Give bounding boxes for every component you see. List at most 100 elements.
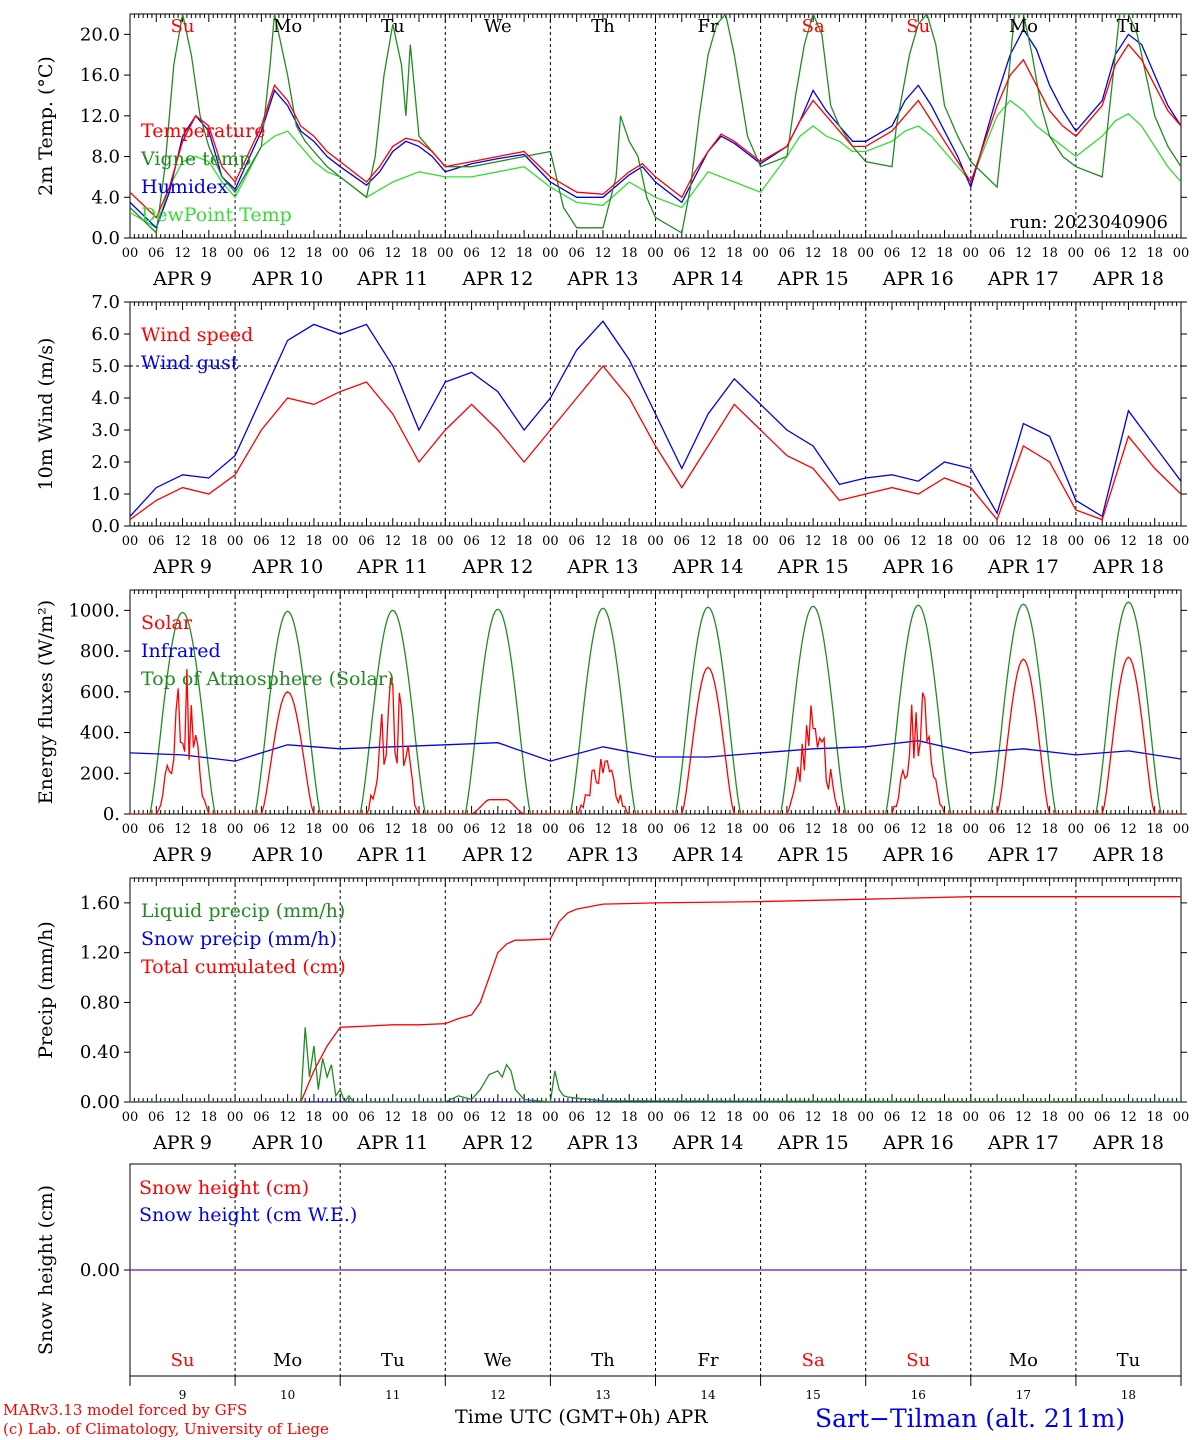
hour-tick-label: 00	[542, 1110, 559, 1125]
hour-tick-label: 00	[122, 1110, 139, 1125]
hour-tick-label: 12	[279, 822, 296, 837]
y-tick-label: 0.0	[91, 516, 120, 537]
hour-tick-label: 06	[1094, 534, 1111, 549]
hour-tick-label: 00	[857, 246, 874, 261]
date-label: APR 10	[251, 844, 323, 866]
day-abbrev: Tu	[381, 1350, 405, 1371]
hour-tick-label: 00	[647, 534, 664, 549]
hour-tick-label: 06	[884, 1110, 901, 1125]
hour-tick-label: 00	[647, 822, 664, 837]
hour-tick-label: 12	[805, 246, 822, 261]
hour-tick-label: 12	[384, 534, 401, 549]
hour-tick-label: 06	[674, 822, 691, 837]
hour-tick-label: 00	[1068, 822, 1085, 837]
hour-tick-label: 00	[437, 1110, 454, 1125]
day-abbrev: Tu	[1117, 1350, 1141, 1371]
hour-tick-label: 06	[148, 1110, 165, 1125]
date-label: APR 18	[1092, 844, 1164, 866]
legend-entry: Total cumulated (cm)	[141, 956, 346, 978]
day-abbrev: We	[484, 16, 512, 37]
date-label: APR 16	[882, 268, 954, 290]
hour-tick-label: 06	[463, 534, 480, 549]
hour-tick-label: 18	[201, 822, 218, 837]
date-label: APR 9	[152, 844, 212, 866]
hour-tick-label: 18	[621, 534, 638, 549]
hour-tick-label: 06	[568, 534, 585, 549]
date-label: APR 15	[777, 844, 849, 866]
series-total-cumulated-cm	[130, 896, 1181, 1102]
date-label: APR 18	[1092, 556, 1164, 578]
legend-entry: Snow height (cm)	[139, 1177, 309, 1199]
hour-tick-label: 12	[174, 822, 191, 837]
hour-tick-label: 18	[1146, 822, 1163, 837]
hour-tick-label: 18	[621, 246, 638, 261]
date-label: APR 15	[777, 1132, 849, 1154]
hour-tick-label: 12	[700, 534, 717, 549]
y-tick-label: 4.0	[91, 187, 120, 208]
legend-entry: Wind gust	[141, 352, 239, 374]
day-abbrev: Fr	[698, 16, 719, 37]
hour-tick-label: 06	[463, 246, 480, 261]
hour-tick-label: 00	[437, 246, 454, 261]
hour-tick-label: 00	[227, 246, 244, 261]
hour-tick-label: 12	[595, 534, 612, 549]
day-abbrev: Sa	[802, 1350, 825, 1371]
hour-tick-label: 12	[490, 246, 507, 261]
hour-tick-label: 12	[1120, 822, 1137, 837]
legend-entry: Infrared	[141, 640, 221, 662]
run-label: run: 2023040906	[1010, 212, 1168, 233]
hour-tick-label: 18	[726, 246, 743, 261]
hour-tick-label: 12	[490, 1110, 507, 1125]
date-label: APR 14	[672, 844, 744, 866]
hour-tick-label: 00	[963, 822, 980, 837]
hour-tick-label: 06	[358, 534, 375, 549]
y-tick-label: 16.0	[80, 65, 120, 86]
day-abbrev: Su	[171, 16, 195, 37]
hour-tick-label: 12	[1015, 1110, 1032, 1125]
x-axis-label: Time UTC (GMT+0h) APR	[455, 1406, 708, 1428]
hour-tick-label: 06	[358, 1110, 375, 1125]
hour-tick-label: 12	[174, 1110, 191, 1125]
hour-tick-label: 12	[595, 246, 612, 261]
hour-tick-label: 12	[1120, 246, 1137, 261]
hour-tick-label: 18	[1041, 1110, 1058, 1125]
hour-tick-label: 12	[910, 822, 927, 837]
day-number: 12	[490, 1388, 505, 1402]
hour-tick-label: 18	[411, 246, 428, 261]
date-label: APR 13	[566, 844, 638, 866]
hour-tick-label: 12	[700, 1110, 717, 1125]
series-solar	[130, 656, 1181, 814]
y-tick-label: 0.00	[80, 1092, 120, 1113]
hour-tick-label: 12	[910, 1110, 927, 1125]
hour-tick-label: 18	[1146, 1110, 1163, 1125]
date-label: APR 18	[1092, 268, 1164, 290]
hour-tick-label: 12	[805, 1110, 822, 1125]
hour-tick-label: 06	[463, 822, 480, 837]
hour-tick-label: 00	[752, 1110, 769, 1125]
hour-tick-label: 00	[857, 534, 874, 549]
hour-tick-label: 00	[332, 534, 349, 549]
hour-tick-label: 12	[279, 534, 296, 549]
y-tick-label: 8.0	[91, 147, 120, 168]
y-tick-label: 6.0	[91, 324, 120, 345]
y-tick-label: 1.60	[80, 893, 120, 914]
hour-tick-label: 12	[805, 534, 822, 549]
date-label: APR 15	[777, 268, 849, 290]
hour-tick-label: 18	[621, 822, 638, 837]
hour-tick-label: 00	[752, 822, 769, 837]
hour-tick-label: 00	[1068, 534, 1085, 549]
hour-tick-label: 18	[1146, 246, 1163, 261]
hour-tick-label: 06	[989, 1110, 1006, 1125]
y-axis-label: Energy fluxes (W/m²)	[35, 600, 57, 804]
hour-tick-label: 06	[779, 246, 796, 261]
hour-tick-label: 00	[332, 822, 349, 837]
day-abbrev: Mo	[1009, 1350, 1038, 1371]
hour-tick-label: 00	[963, 534, 980, 549]
hour-tick-label: 12	[279, 246, 296, 261]
hour-tick-label: 06	[779, 534, 796, 549]
hour-tick-label: 18	[726, 822, 743, 837]
day-abbrev: Th	[591, 1350, 615, 1371]
hour-tick-label: 06	[568, 822, 585, 837]
hour-tick-label: 00	[227, 822, 244, 837]
legend-entry: Solar	[141, 612, 193, 634]
